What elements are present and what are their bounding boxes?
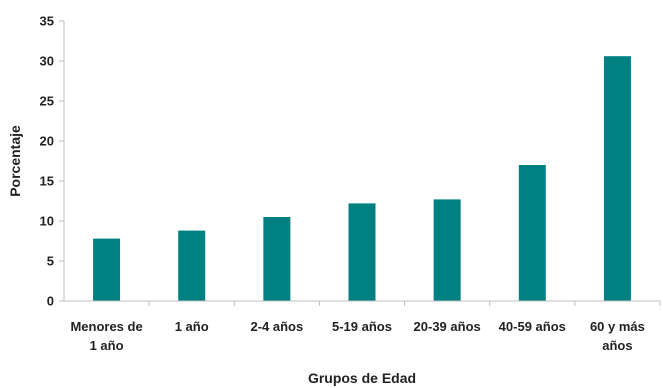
- x-category-label: 2-4 años: [250, 319, 303, 334]
- x-axis-labels: Menores de 1 año 1 año 2-4 años 5-19 años 20-…: [70, 301, 661, 353]
- x-category-label: Menores de 1 año: [70, 319, 142, 353]
- y-tick-label: 35: [40, 14, 54, 29]
- y-axis-title: Porcentaje: [7, 125, 23, 197]
- bar: [518, 165, 546, 301]
- y-tick-label: 0: [47, 294, 54, 309]
- bar: [263, 217, 291, 301]
- y-tick-label: 20: [40, 134, 54, 149]
- y-tick-label: 30: [40, 54, 54, 69]
- x-category-label: 60 y más años: [590, 319, 645, 353]
- bar: [93, 238, 121, 301]
- x-category-label: 20-39 años: [414, 319, 481, 334]
- bar: [178, 230, 206, 301]
- y-tick-label: 5: [47, 254, 54, 269]
- y-tick-label: 15: [40, 174, 54, 189]
- bar: [603, 56, 631, 302]
- x-category-label: 1 año: [175, 319, 209, 334]
- bar: [433, 199, 461, 301]
- bar: [348, 203, 376, 301]
- x-category-label: 5-19 años: [332, 319, 392, 334]
- y-tick-label: 25: [40, 94, 54, 109]
- y-tick-label: 10: [40, 214, 54, 229]
- y-axis-ticks: 0 5 10 15 20 25 30 35: [40, 14, 64, 309]
- bars: [93, 56, 631, 302]
- x-axis-title: Grupos de Edad: [308, 370, 416, 386]
- x-category-label: 40-59 años: [499, 319, 566, 334]
